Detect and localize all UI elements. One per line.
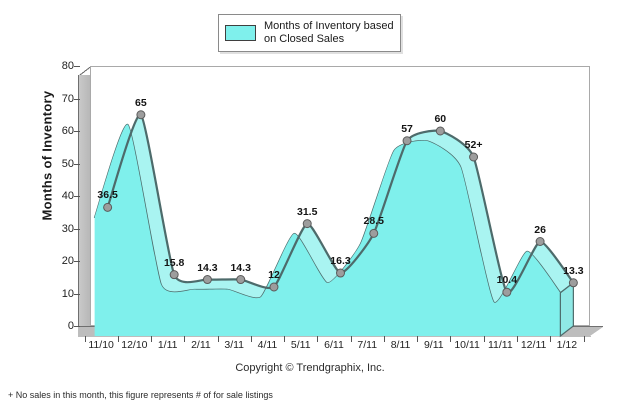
data-point-label: 13.3 xyxy=(563,264,584,277)
y-axis-tick-label: 80 xyxy=(61,60,74,72)
y-axis-tick xyxy=(74,98,80,100)
data-point-marker xyxy=(502,287,512,297)
data-point-label: 12 xyxy=(268,269,280,281)
data-point-marker xyxy=(469,152,479,162)
y-axis-tick xyxy=(74,196,80,197)
data-point-marker xyxy=(302,219,312,229)
data-point-label: 10.4 xyxy=(496,274,518,287)
x-axis-tick-label: 7/11 xyxy=(357,339,378,351)
y-axis-tick xyxy=(74,326,80,327)
data-point-marker xyxy=(535,237,545,246)
data-point-marker xyxy=(236,275,246,285)
series-markers xyxy=(103,110,578,297)
x-axis-tick-label: 11/10 xyxy=(88,339,114,351)
y-axis-tick-label: 70 xyxy=(61,92,74,105)
x-axis-tick-label: 9/11 xyxy=(423,339,444,351)
x-axis-tick xyxy=(417,336,419,342)
y-axis-labels: 0 10 20 30 40 50 60 70 80 xyxy=(40,60,80,340)
x-axis-tick-label: 12/10 xyxy=(121,339,148,351)
x-axis-tick xyxy=(383,336,385,342)
data-point-label: 14.3 xyxy=(230,261,251,274)
data-point-marker xyxy=(136,110,146,120)
y-axis-tick xyxy=(74,131,80,132)
data-point-marker xyxy=(369,228,379,238)
data-point-label: 28.5 xyxy=(363,215,384,228)
y-axis-tick-label: 20 xyxy=(61,255,74,267)
plot-wall-left-cap xyxy=(78,66,91,76)
data-point-label: 60 xyxy=(434,113,447,125)
x-axis-tick-label: 10/11 xyxy=(454,339,480,351)
x-axis-tick-label: 11/11 xyxy=(487,339,513,351)
data-point-label: 14.3 xyxy=(197,261,218,274)
data-point-marker xyxy=(269,282,279,292)
copyright-text: Copyright © Trendgraphix, Inc. xyxy=(235,362,385,374)
data-point-label: 57 xyxy=(401,122,413,135)
x-axis-tick xyxy=(550,336,552,342)
data-point-marker xyxy=(169,270,179,280)
y-axis-tick-label: 30 xyxy=(61,222,74,235)
series-area-fill xyxy=(94,124,561,337)
data-point-label: 16.3 xyxy=(330,255,351,268)
x-axis-tick-label: 12/11 xyxy=(520,339,547,351)
x-axis-tick xyxy=(117,336,119,342)
x-axis-tick-label: 5/11 xyxy=(290,339,311,351)
data-point-marker xyxy=(103,202,113,212)
data-point-marker xyxy=(402,136,412,146)
data-point-marker xyxy=(202,275,212,285)
x-axis-tick-label: 4/11 xyxy=(257,339,278,351)
x-axis-tick-label: 6/11 xyxy=(324,339,344,351)
footnote-text: + No sales in this month, this figure re… xyxy=(8,390,273,400)
series-side-face xyxy=(559,281,574,338)
data-point-marker xyxy=(568,278,578,288)
chart-legend: Months of Inventory based on Closed Sale… xyxy=(218,14,401,52)
data-point-label: 52+ xyxy=(464,139,483,151)
x-axis-tick xyxy=(450,336,452,342)
x-axis-tick xyxy=(84,336,86,342)
y-axis-tick xyxy=(74,228,80,230)
y-axis-tick-label: 0 xyxy=(67,320,74,332)
x-axis-tick-label: 1/11 xyxy=(157,339,178,351)
y-axis-tick xyxy=(74,293,80,295)
data-point-label: 26 xyxy=(534,223,546,236)
y-axis-tick-label: 10 xyxy=(61,287,74,300)
x-axis-tick-label: 3/11 xyxy=(224,339,245,351)
x-axis-labels: 11/10 12/10 1/11 2/11 3/11 4/11 5/11 6/11 7/11 8/… xyxy=(0,336,620,356)
data-point-label: 15.8 xyxy=(163,256,185,269)
x-axis-tick xyxy=(184,336,186,342)
y-axis-tick xyxy=(74,261,80,262)
legend-label-months-of-inventory: Months of Inventory based on Closed Sale… xyxy=(264,20,394,45)
y-axis-tick-label: 40 xyxy=(61,190,74,202)
x-axis-tick xyxy=(284,336,286,342)
x-axis-tick xyxy=(217,336,219,342)
data-point-label: 31.5 xyxy=(297,205,318,218)
data-point-marker xyxy=(336,268,345,278)
x-axis-tick xyxy=(317,336,319,342)
y-axis-tick-label: 60 xyxy=(61,125,74,137)
x-axis-tick-label: 8/11 xyxy=(390,339,411,351)
x-axis-tick xyxy=(250,336,252,342)
data-point-label: 65 xyxy=(135,96,147,109)
y-axis-tick xyxy=(74,66,80,67)
x-axis-tick xyxy=(583,336,585,342)
data-point-label: 36.5 xyxy=(97,189,118,202)
data-point-marker xyxy=(435,126,445,136)
plot-floor-right-cap xyxy=(590,326,603,336)
legend-swatch-months-of-inventory xyxy=(225,25,256,41)
x-axis-tick xyxy=(151,336,153,342)
x-axis-tick-label: 1/12 xyxy=(556,339,578,351)
x-axis-tick-label: 2/11 xyxy=(191,339,211,351)
x-axis-tick xyxy=(483,336,485,342)
x-axis-tick xyxy=(350,336,352,342)
x-axis-tick xyxy=(516,336,518,342)
series-area-group xyxy=(93,110,578,338)
y-axis-tick-label: 50 xyxy=(61,157,74,170)
y-axis-tick xyxy=(74,163,80,165)
